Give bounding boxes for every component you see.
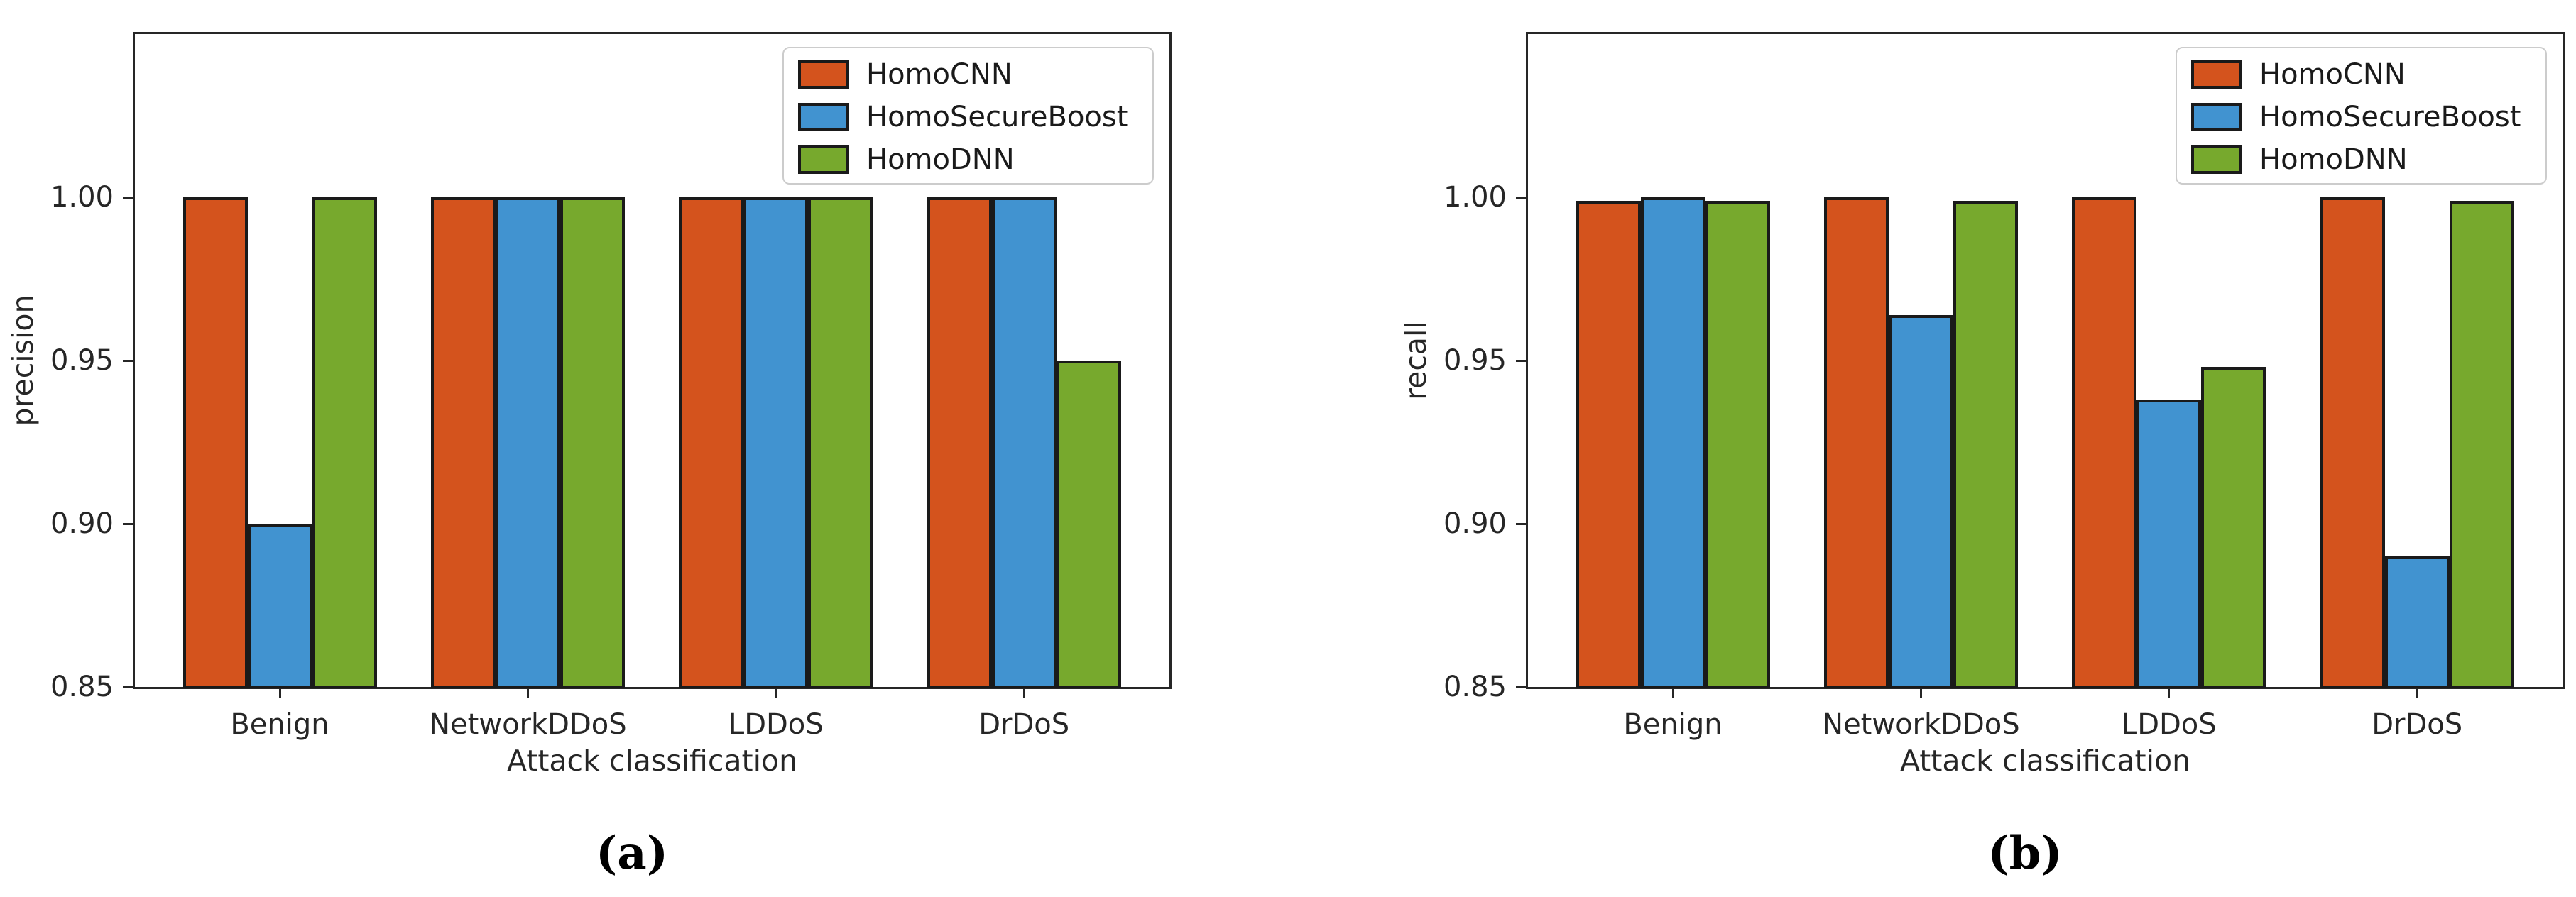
bar-homosecureboost-benign [1640, 197, 1705, 688]
bar-homodnn-drdos [1056, 361, 1121, 688]
y-tick-label: 0.95 [1443, 344, 1507, 377]
bar-homocnn-drdos [927, 197, 992, 688]
y-tick-mark [123, 196, 133, 199]
bar-homosecureboost-networkddos [1888, 314, 1953, 688]
x-tick-mark [526, 688, 529, 698]
legend-box: HomoCNN HomoSecureBoost HomoDNN [2176, 47, 2547, 185]
y-tick-label: 0.85 [1443, 671, 1507, 703]
bar-homocnn-networkddos [430, 197, 496, 688]
x-tick-label-drdos: DrDoS [978, 708, 1070, 741]
y-tick-label: 0.90 [50, 507, 114, 540]
bar-homodnn-benign [1705, 200, 1770, 688]
bar-homosecureboost-lddos [743, 197, 809, 688]
legend-item-homosecureboost: HomoSecureBoost [784, 96, 1152, 138]
y-tick-label: 0.90 [1443, 507, 1507, 540]
y-axis-label-recall: recall [1399, 321, 1433, 400]
bar-homodnn-networkddos [1953, 200, 2018, 688]
subfigure-caption-a: (a) [595, 827, 669, 880]
legend-swatch-homodnn [798, 145, 849, 174]
bar-homodnn-networkddos [560, 197, 625, 688]
x-tick-mark [1022, 688, 1025, 698]
legend-item-homodnn: HomoDNN [784, 138, 1152, 181]
legend-box: HomoCNN HomoSecureBoost HomoDNN [782, 47, 1154, 185]
legend-swatch-homocnn [2191, 60, 2242, 89]
bar-homocnn-benign [1576, 200, 1641, 688]
y-tick-label: 0.95 [50, 344, 114, 377]
x-tick-mark [1919, 688, 1922, 698]
y-tick-mark [123, 359, 133, 362]
bar-homosecureboost-benign [247, 524, 312, 688]
x-tick-mark [1671, 688, 1674, 698]
legend-label-homocnn: HomoCNN [2259, 58, 2406, 91]
bar-homosecureboost-networkddos [495, 197, 560, 688]
legend-label-homodnn: HomoDNN [2259, 143, 2408, 176]
x-tick-label-benign: Benign [230, 708, 329, 741]
bar-homodnn-drdos [2449, 200, 2514, 688]
legend-label-homosecureboost: HomoSecureBoost [866, 101, 1128, 133]
bar-homocnn-benign [182, 197, 248, 688]
x-tick-label-lddos: LDDoS [728, 708, 824, 741]
y-tick-label: 1.00 [1443, 181, 1507, 214]
bar-homodnn-lddos [808, 197, 873, 688]
legend-item-homosecureboost: HomoSecureBoost [2177, 96, 2545, 138]
x-tick-mark [775, 688, 777, 698]
subfigure-caption-b: (b) [1987, 827, 2063, 880]
bar-homosecureboost-drdos [991, 197, 1057, 688]
bar-homocnn-lddos [2072, 197, 2137, 688]
x-axis-label-attack-classification-b: Attack classification [1899, 744, 2191, 778]
x-tick-mark [2168, 688, 2171, 698]
x-tick-label-networkddos: NetworkDDoS [1822, 708, 2020, 741]
legend-item-homocnn: HomoCNN [784, 53, 1152, 96]
x-tick-mark [278, 688, 281, 698]
y-tick-label: 1.00 [50, 181, 114, 214]
legend-label-homosecureboost: HomoSecureBoost [2259, 101, 2521, 133]
legend-swatch-homosecureboost [2191, 103, 2242, 131]
bar-homocnn-drdos [2320, 197, 2385, 688]
y-tick-mark [123, 522, 133, 525]
y-tick-label: 0.85 [50, 671, 114, 703]
bar-homodnn-lddos [2201, 367, 2266, 688]
y-axis-label-precision: precision [6, 295, 40, 427]
y-tick-mark [1516, 522, 1526, 525]
legend-swatch-homosecureboost [798, 103, 849, 131]
x-tick-label-benign: Benign [1623, 708, 1723, 741]
x-tick-label-drdos: DrDoS [2372, 708, 2463, 741]
x-axis-label-attack-classification-a: Attack classification [506, 744, 798, 778]
bar-homocnn-lddos [679, 197, 744, 688]
x-tick-label-lddos: LDDoS [2121, 708, 2217, 741]
y-tick-mark [1516, 359, 1526, 362]
y-tick-mark [1516, 686, 1526, 688]
x-tick-label-networkddos: NetworkDDoS [429, 708, 627, 741]
bar-homosecureboost-drdos [2384, 556, 2450, 688]
y-tick-mark [1516, 196, 1526, 199]
legend-swatch-homocnn [798, 60, 849, 89]
legend-item-homodnn: HomoDNN [2177, 138, 2545, 181]
bar-homosecureboost-lddos [2136, 400, 2202, 688]
legend-swatch-homodnn [2191, 145, 2242, 174]
legend-label-homodnn: HomoDNN [866, 143, 1015, 176]
y-tick-mark [123, 686, 133, 688]
legend-item-homocnn: HomoCNN [2177, 53, 2545, 96]
bar-homocnn-networkddos [1823, 197, 1889, 688]
x-tick-mark [2416, 688, 2418, 698]
bar-homodnn-benign [312, 197, 377, 688]
legend-label-homocnn: HomoCNN [866, 58, 1013, 91]
